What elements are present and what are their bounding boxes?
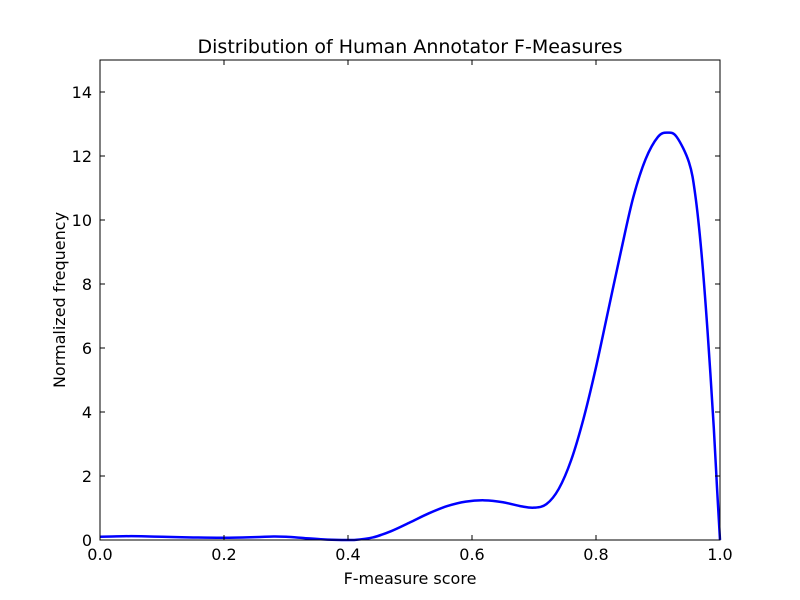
x-axis-label: F-measure score <box>344 569 477 588</box>
y-tick-label: 14 <box>72 83 92 102</box>
x-tick-label: 0.8 <box>583 545 608 564</box>
plot-frame <box>99 59 721 541</box>
x-tick-label: 0.0 <box>87 545 112 564</box>
y-tick-label: 12 <box>72 147 92 166</box>
y-tick-label: 8 <box>82 275 92 294</box>
x-tick-label: 0.4 <box>335 545 360 564</box>
x-tick-label: 1.0 <box>707 545 732 564</box>
y-tick-label: 4 <box>82 403 92 422</box>
y-axis-label: Normalized frequency <box>50 212 69 388</box>
series-line <box>99 131 722 542</box>
y-tick-label: 6 <box>82 339 92 358</box>
x-tick-label: 0.6 <box>459 545 484 564</box>
x-tick-label: 0.2 <box>211 545 236 564</box>
y-tick-label: 2 <box>82 467 92 486</box>
y-tick-label: 0 <box>82 531 92 550</box>
y-tick-label: 10 <box>72 211 92 230</box>
axis-ticks: 0.0 0.2 0.4 0.6 0.8 1.0 0 2 4 6 8 10 12 14 <box>72 60 733 564</box>
chart-title: Distribution of Human Annotator F-Measur… <box>198 36 623 58</box>
plot-area <box>99 131 722 542</box>
